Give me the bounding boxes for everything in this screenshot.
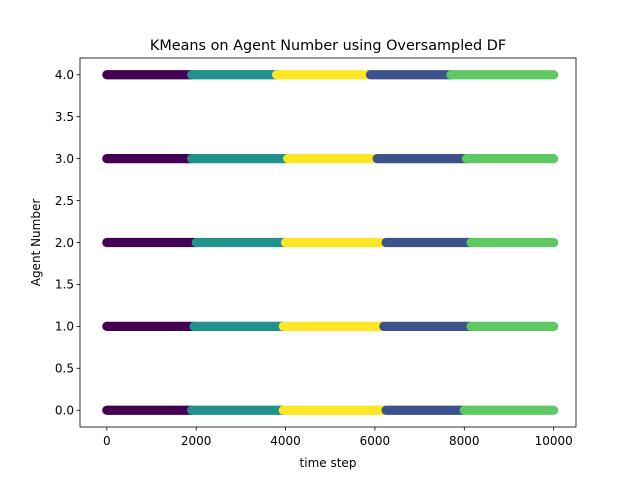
cluster-segment-yellow [278,405,391,415]
series-row-agent-2 [102,237,559,248]
x-tick-label: 6000 [360,434,391,448]
x-tick-label: 2000 [181,434,212,448]
cluster-segment-yellow [283,154,382,164]
cluster-segment-green [461,154,559,164]
y-tick-label: 3.5 [55,110,74,124]
x-tick-label: 0 [103,434,111,448]
cluster-segment-yellow [280,237,391,248]
cluster-segment-teal [187,70,282,80]
cluster-segment-purple [102,70,197,80]
y-tick-label: 2.5 [55,194,74,208]
cluster-segment-purple [102,237,201,248]
y-tick-label: 1.0 [55,320,74,334]
y-tick-label: 1.5 [55,278,74,292]
cluster-segment-yellow [272,70,376,80]
y-tick-label: 2.0 [55,236,74,250]
cluster-segment-blue [381,237,476,248]
cluster-segment-green [466,237,559,248]
chart-title: KMeans on Agent Number using Oversampled… [150,38,506,54]
series-row-agent-1 [102,321,559,331]
series-row-agent-3 [102,154,559,164]
cluster-segment-green [466,321,559,331]
cluster-segment-blue [379,321,476,331]
x-axis-ticks: 0 2000 4000 6000 8000 10000 [103,427,573,448]
y-tick-label: 4.0 [55,68,74,82]
cluster-segment-yellow [278,321,389,331]
cluster-segment-blue [365,70,456,80]
y-axis-label: Agent Number [29,199,43,287]
y-tick-label: 3.0 [55,152,74,166]
x-tick-label: 8000 [449,434,480,448]
x-tick-label: 4000 [270,434,301,448]
series-row-agent-4 [102,70,559,80]
plot-frame [79,57,577,428]
cluster-segment-green [459,405,559,415]
cluster-segment-purple [102,154,197,164]
series-row-agent-0 [102,405,559,415]
cluster-segment-green [446,70,559,80]
cluster-segment-teal [191,237,291,248]
y-axis-ticks: 0.0 0.5 1.0 1.5 2.0 2.5 3.0 3.5 4.0 [55,68,80,418]
y-tick-label: 0.0 [55,404,74,418]
cluster-segment-blue [372,154,472,164]
cluster-segment-purple [102,405,197,415]
cluster-segment-purple [102,321,199,331]
plot-area [102,70,559,415]
cluster-segment-teal [187,154,293,164]
y-tick-label: 0.5 [55,362,74,376]
cluster-segment-blue [381,405,469,415]
cluster-segment-teal [189,321,288,331]
x-axis-label: time step [300,456,357,470]
cluster-segment-teal [187,405,288,415]
x-tick-label: 10000 [535,434,573,448]
